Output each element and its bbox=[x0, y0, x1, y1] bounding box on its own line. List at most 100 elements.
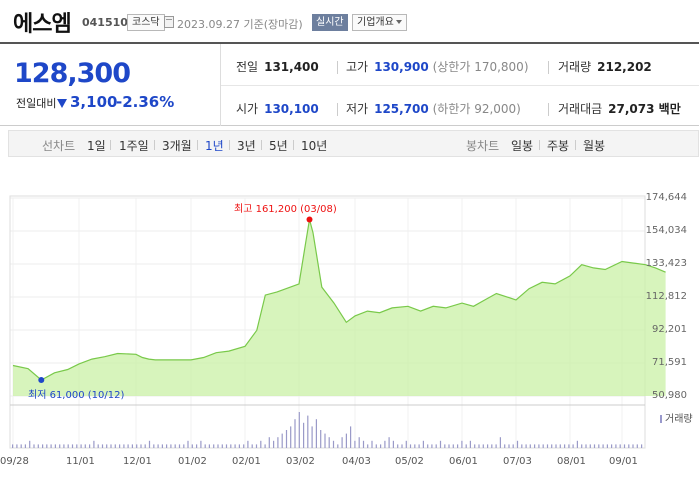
tab-monthly[interactable]: 월봉 bbox=[583, 139, 606, 153]
volume-bar bbox=[615, 444, 617, 448]
prev-close-label: 전일 bbox=[236, 60, 259, 74]
volume-bar bbox=[585, 444, 587, 448]
volume-bar bbox=[183, 444, 185, 448]
tab-1w[interactable]: 1주일 bbox=[119, 139, 149, 153]
tab-5y[interactable]: 5년 bbox=[269, 139, 288, 153]
diff-value: 3,100 bbox=[70, 93, 118, 111]
volume-bar bbox=[131, 444, 133, 448]
volume-bar bbox=[628, 444, 630, 448]
volume-bar bbox=[71, 444, 74, 448]
volume-bar bbox=[166, 444, 168, 448]
volume-bar bbox=[208, 444, 210, 448]
volume-bar bbox=[328, 437, 330, 448]
divider bbox=[197, 140, 198, 150]
volume-bar bbox=[93, 440, 95, 448]
volume-bar bbox=[84, 444, 86, 448]
volume-bar bbox=[641, 444, 643, 448]
divider bbox=[110, 140, 111, 150]
volume-bar bbox=[148, 440, 151, 448]
volume-bar bbox=[581, 444, 583, 448]
down-triangle-icon bbox=[57, 99, 67, 108]
y-tick-label: 154,034 bbox=[645, 225, 687, 236]
low-marker bbox=[38, 376, 45, 383]
tab-3m[interactable]: 3개월 bbox=[162, 139, 192, 153]
volume-bar bbox=[611, 444, 613, 448]
volume-bar bbox=[46, 444, 48, 448]
volume-bar bbox=[444, 444, 446, 448]
volume-bar bbox=[508, 444, 510, 448]
prev-close-value: 131,400 bbox=[264, 60, 319, 74]
volume-bar bbox=[606, 444, 608, 448]
x-tick-label: 01/02 bbox=[178, 456, 207, 467]
volume: 거래량 212,202 bbox=[558, 58, 652, 75]
tab-1d[interactable]: 1일 bbox=[87, 139, 106, 153]
volume-bar bbox=[439, 440, 442, 448]
y-tick-label: 112,812 bbox=[645, 291, 687, 302]
x-tick-label: 11/01 bbox=[66, 456, 95, 467]
volume-bar bbox=[264, 444, 266, 448]
volume-bar bbox=[354, 440, 356, 448]
tab-3y[interactable]: 3년 bbox=[237, 139, 256, 153]
tab-10y[interactable]: 10년 bbox=[301, 139, 328, 153]
divider bbox=[548, 103, 549, 116]
volume-bar bbox=[448, 444, 450, 448]
volume-bar bbox=[80, 444, 82, 448]
realtime-button[interactable]: 실시간 bbox=[312, 14, 348, 31]
volume-bar bbox=[623, 444, 626, 448]
volume-value: 212,202 bbox=[597, 60, 652, 74]
volume-bar bbox=[491, 444, 493, 448]
tab-daily[interactable]: 일봉 bbox=[511, 139, 534, 153]
volume-bar bbox=[418, 444, 420, 448]
divider bbox=[293, 140, 294, 150]
low-value: 125,700 bbox=[374, 102, 429, 116]
volume-bar bbox=[217, 444, 219, 448]
price-chart-canvas bbox=[9, 195, 666, 449]
volume-bar bbox=[632, 444, 634, 448]
company-overview-button[interactable]: 기업개요 bbox=[352, 14, 407, 31]
volume-bar bbox=[388, 437, 390, 448]
volume-bar bbox=[568, 444, 570, 448]
volume-bar bbox=[414, 444, 416, 448]
stock-code: 041510 bbox=[82, 16, 128, 29]
volume-bar bbox=[298, 412, 300, 448]
low-annotation: 최저 61,000 (10/12) bbox=[28, 390, 125, 401]
volume-bar bbox=[474, 444, 476, 448]
volume-bar bbox=[24, 444, 26, 448]
volume-bar bbox=[127, 444, 129, 448]
tab-1y[interactable]: 1년 bbox=[205, 139, 224, 153]
volume-bar bbox=[495, 444, 497, 448]
volume-bar bbox=[367, 444, 369, 448]
trade-amount: 거래대금 27,073 백만 bbox=[558, 100, 681, 117]
volume-bar bbox=[598, 444, 600, 448]
volume-bar bbox=[636, 444, 638, 448]
volume-bar bbox=[204, 444, 206, 448]
tab-weekly[interactable]: 주봉 bbox=[547, 139, 570, 153]
volume-bar bbox=[285, 430, 288, 448]
volume-bar bbox=[538, 444, 540, 448]
volume-bar bbox=[114, 444, 116, 448]
y-tick-label: 50,980 bbox=[652, 390, 687, 401]
quote-summary: 128,300 전일대비 3,100 -2.36% 전일 131,400 고가 13… bbox=[0, 42, 699, 126]
x-tick-label: 07/03 bbox=[503, 456, 532, 467]
x-tick-label: 05/02 bbox=[395, 456, 424, 467]
volume-bar bbox=[42, 444, 44, 448]
chevron-down-icon bbox=[395, 20, 402, 24]
x-tick-label: 04/03 bbox=[342, 456, 371, 467]
volume-bar bbox=[465, 444, 467, 448]
line-chart-label: 선차트 bbox=[42, 139, 76, 153]
volume-bar bbox=[196, 444, 198, 448]
divider bbox=[154, 140, 155, 150]
divider bbox=[337, 103, 338, 116]
price-line bbox=[12, 219, 666, 381]
market-badge: 코스닥 bbox=[127, 14, 165, 31]
volume-bar bbox=[20, 444, 22, 448]
volume-bar bbox=[255, 444, 258, 448]
volume-bar bbox=[461, 440, 463, 448]
high-price: 고가 130,900 (상한가 170,800) bbox=[346, 58, 529, 75]
calendar-icon bbox=[164, 16, 174, 28]
volume-bar bbox=[174, 444, 176, 448]
volume-bar bbox=[358, 437, 360, 448]
divider bbox=[229, 140, 230, 150]
x-tick-label: 06/01 bbox=[449, 456, 478, 467]
volume-bar bbox=[397, 444, 399, 448]
